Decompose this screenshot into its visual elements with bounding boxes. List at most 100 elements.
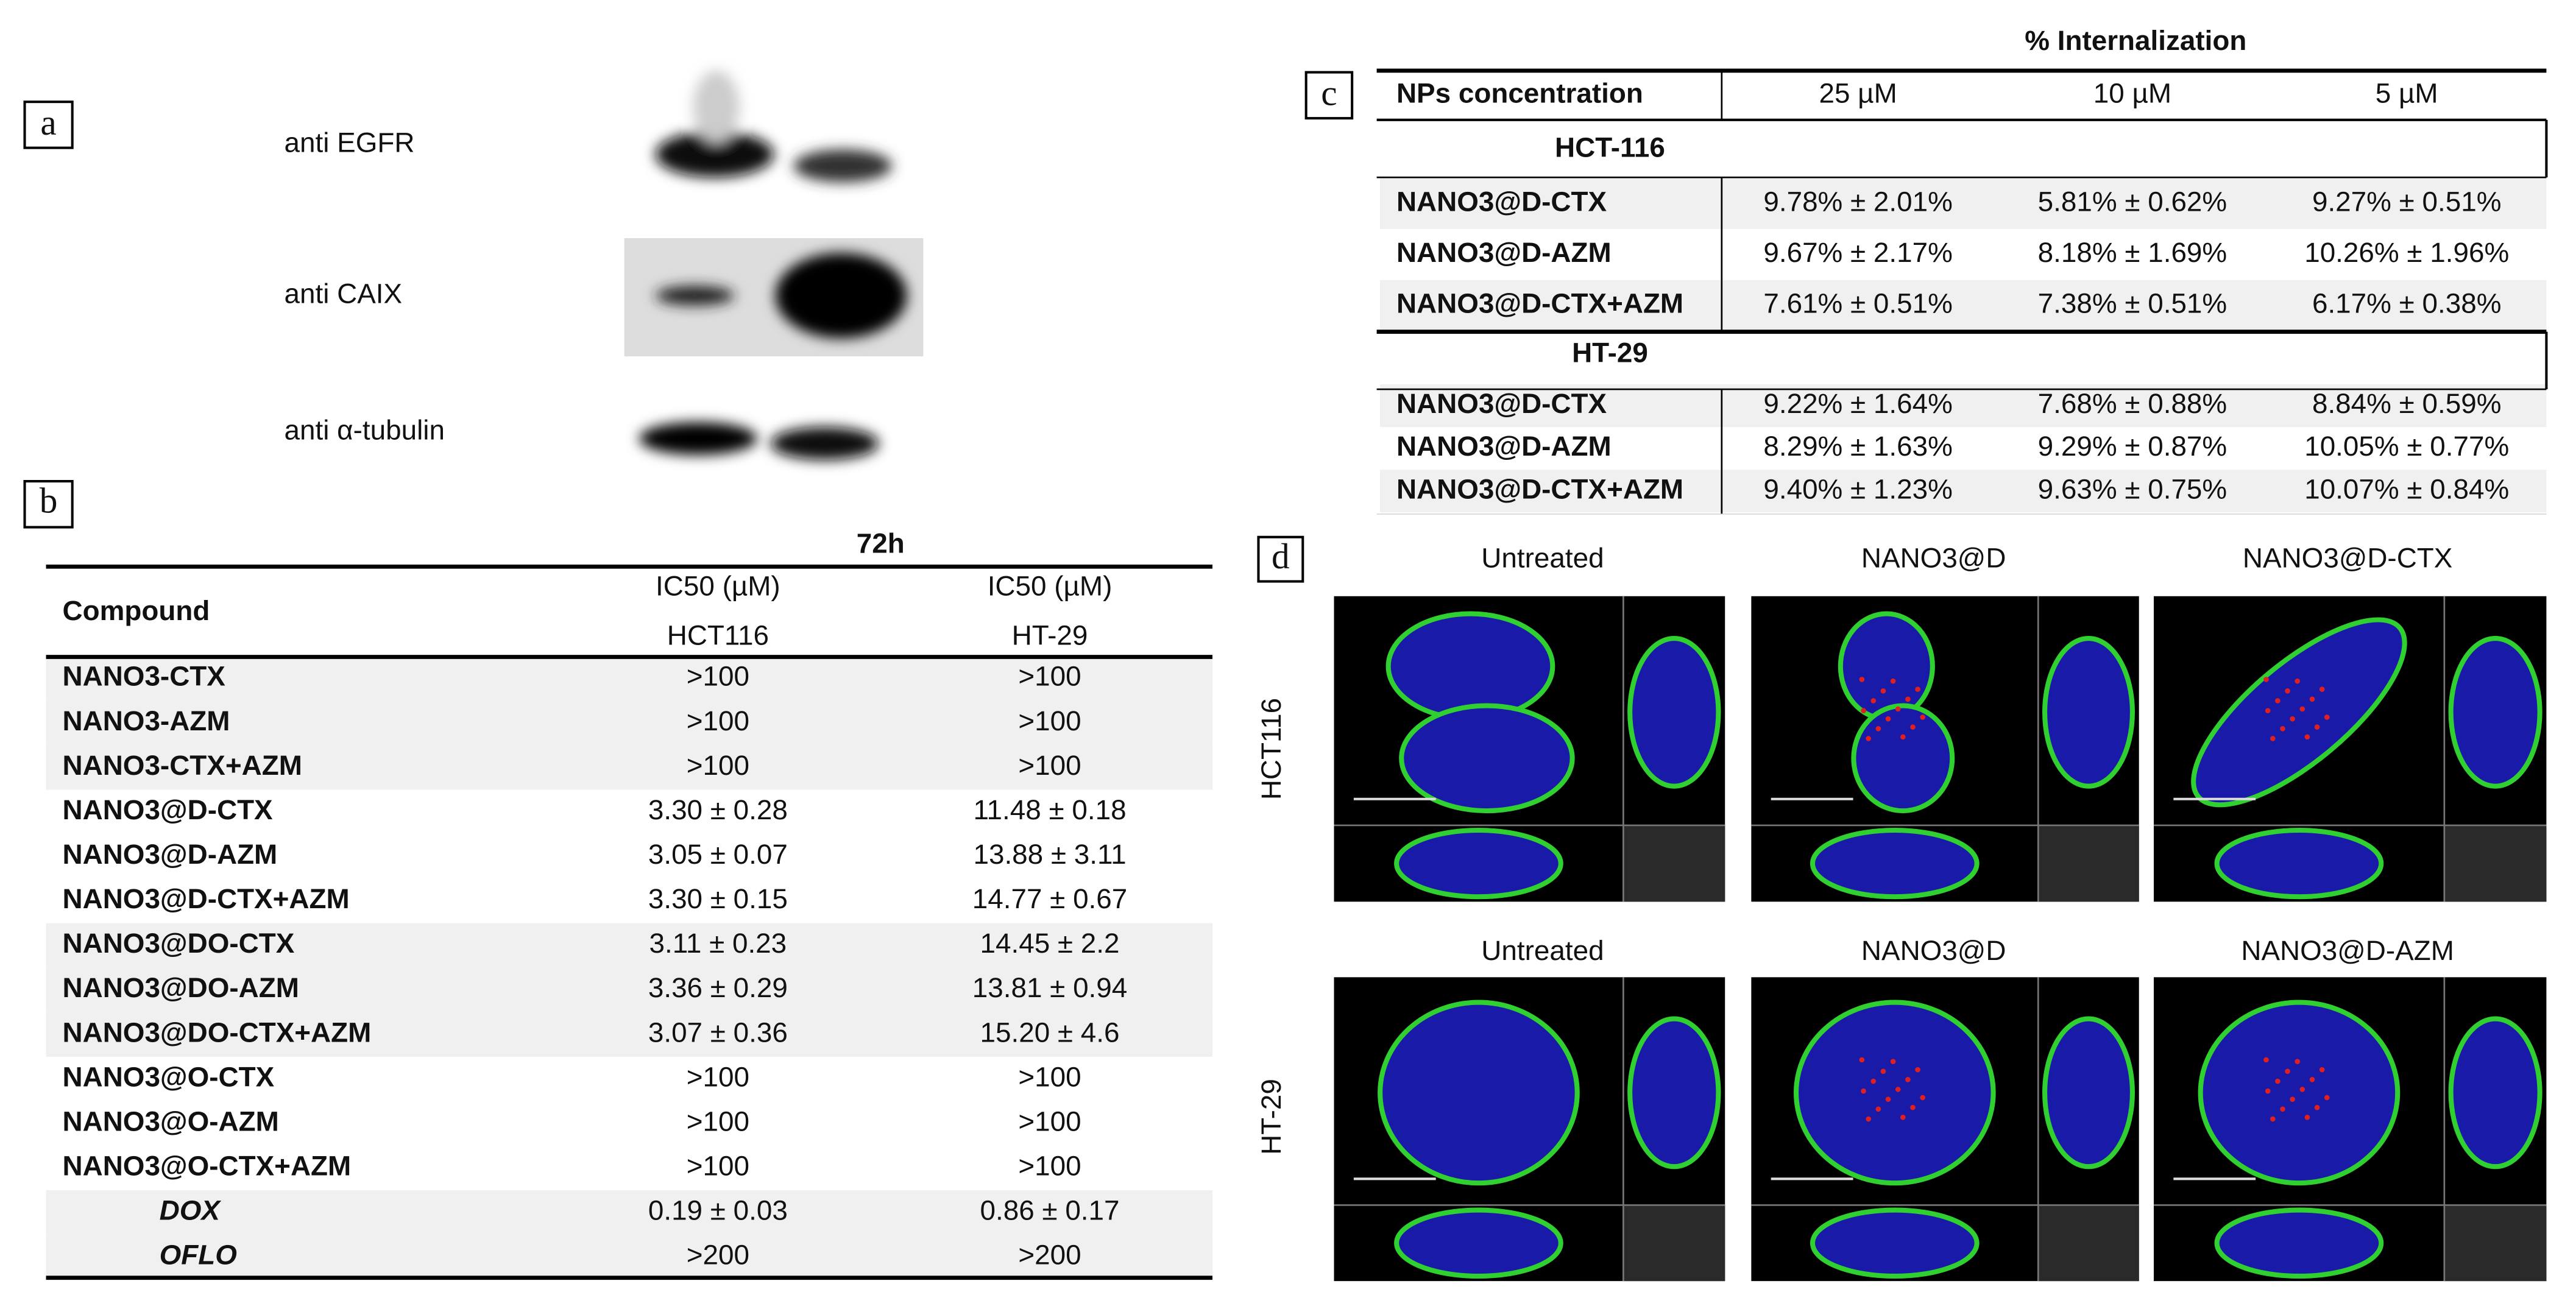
signal [2265, 1088, 2271, 1094]
row-bg [46, 1235, 1212, 1280]
cell: 10.05% ± 0.77% [2304, 431, 2509, 462]
cell [1810, 1207, 1980, 1279]
cell [1385, 611, 1555, 722]
signal [1915, 686, 1920, 692]
cell: >100 [1018, 1150, 1081, 1181]
signal [1861, 708, 1866, 713]
signal [2270, 1116, 2276, 1122]
signal [1915, 1067, 1920, 1073]
cell [2214, 1207, 2384, 1279]
signal [2265, 708, 2271, 713]
cell [2042, 1016, 2135, 1170]
cell: 6.17% ± 0.38% [2312, 288, 2502, 319]
signal [1900, 1115, 1906, 1120]
signal [1866, 736, 1871, 741]
cell: 7.61% ± 0.51% [1763, 288, 1953, 319]
signal [2295, 1059, 2301, 1064]
row-bg [46, 745, 1212, 790]
table-title: % Internalization [2025, 25, 2246, 56]
cell: NANO3@D-CTX+AZM [1396, 288, 1683, 319]
column-header: 5 µM [2376, 77, 2438, 108]
signal [2324, 714, 2330, 720]
cell [2214, 827, 2384, 900]
row-name: NANO3@D-CTX+AZM [63, 883, 350, 914]
cell [1399, 703, 1575, 814]
cell: >100 [687, 1061, 749, 1092]
column-label: NANO3@D-AZM [2241, 935, 2454, 966]
row-label: HT-29 [1256, 1079, 1287, 1155]
row-name: NANO3@O-AZM [63, 1106, 279, 1137]
column-header: IC50 (µM) [656, 570, 780, 601]
cell: 8.18% ± 1.69% [2038, 237, 2227, 268]
cell: >100 [1018, 1061, 1081, 1092]
cell: 0.86 ± 0.17 [980, 1195, 1120, 1226]
cell [1627, 1016, 1721, 1170]
row-bg [46, 923, 1212, 968]
cell: 13.88 ± 3.11 [973, 839, 1126, 870]
panel-label: c [1321, 73, 1337, 113]
signal [1875, 1106, 1881, 1112]
cell [1793, 1000, 1996, 1186]
row-bg [1379, 384, 2547, 428]
corner [1623, 825, 1725, 902]
column-label: NANO3@D [1861, 543, 2006, 574]
signal [2285, 1068, 2290, 1074]
signal [1870, 698, 1877, 704]
cell: >100 [1018, 705, 1081, 736]
column-header: HCT116 [667, 619, 769, 651]
cell [1810, 827, 1980, 900]
cell: >100 [1018, 661, 1081, 692]
signal [2263, 677, 2269, 682]
cell: NANO3@D-CTX [1396, 186, 1607, 217]
cell: >200 [1018, 1240, 1081, 1271]
signal [2319, 686, 2325, 692]
column-header: Compound [63, 595, 210, 626]
row-name: NANO3@D-CTX [63, 794, 274, 825]
cell: 11.48 ± 0.18 [973, 794, 1126, 825]
column-header: 10 µM [2093, 77, 2171, 108]
panel-box [1257, 535, 1304, 583]
cell: 0.19 ± 0.03 [648, 1195, 788, 1226]
cell: 8.84% ± 0.59% [2312, 388, 2502, 419]
signal [2319, 1067, 2325, 1073]
signal [1880, 688, 1886, 694]
blot-label: anti EGFR [285, 127, 415, 158]
signal [2314, 1104, 2320, 1110]
row-bg [46, 1012, 1212, 1057]
row-bg [1379, 280, 2547, 331]
signal [2275, 698, 2281, 704]
column-label: NANO3@D-CTX [2243, 543, 2452, 574]
row-name: NANO3@DO-CTX+AZM [63, 1017, 372, 1048]
signal [1905, 696, 1911, 702]
cell: >100 [687, 750, 749, 781]
row-bg [46, 1190, 1212, 1235]
panel-box [23, 480, 74, 529]
cell: 3.30 ± 0.15 [648, 883, 788, 914]
signal [1870, 1078, 1877, 1084]
panel-label: a [40, 102, 56, 143]
cell: 9.78% ± 2.01% [1763, 186, 1953, 217]
signal [2285, 688, 2290, 694]
signal [2263, 1057, 2269, 1063]
cell: >100 [1018, 1106, 1081, 1137]
cell: 9.67% ± 2.17% [1763, 237, 1953, 268]
row-name: NANO3-CTX+AZM [63, 750, 302, 781]
signal [1890, 1059, 1896, 1064]
column-header: NPs concentration [1396, 77, 1643, 108]
cell [1378, 1000, 1580, 1186]
cell [2198, 1000, 2401, 1186]
blot-label: anti α-tubulin [285, 414, 445, 445]
column-header: IC50 (µM) [988, 570, 1113, 601]
blot [655, 70, 893, 183]
row-name: NANO3@O-CTX [63, 1061, 275, 1092]
signal [1895, 706, 1901, 712]
signal [2280, 726, 2285, 732]
panel-label: d [1272, 536, 1290, 576]
row-bg [1379, 178, 2547, 230]
row-name: NANO3-CTX [63, 661, 226, 692]
column-label: NANO3@D [1861, 935, 2006, 966]
column-label: Untreated [1481, 935, 1604, 966]
signal [2314, 724, 2320, 730]
